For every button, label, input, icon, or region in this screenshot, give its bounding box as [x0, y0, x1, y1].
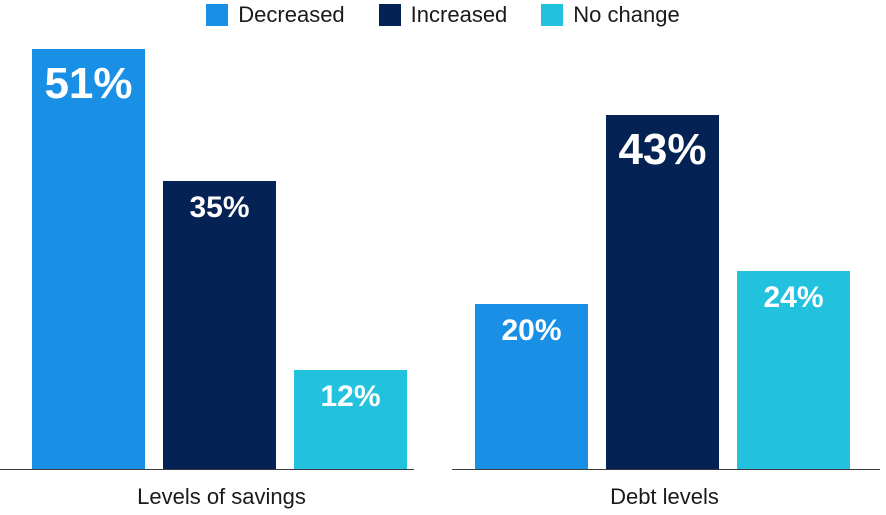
bar-decreased: 51%	[32, 49, 145, 469]
legend-item-decreased: Decreased	[206, 2, 344, 28]
bar-group: 51% 35% 12%	[32, 49, 407, 469]
legend-swatch	[379, 4, 401, 26]
chart-area: 51% 35% 12% 20% 43% 24%	[0, 50, 886, 470]
bar-group: 20% 43% 24%	[475, 115, 850, 469]
legend-label: Increased	[411, 2, 508, 28]
bar-decreased: 20%	[475, 304, 588, 469]
legend-item-increased: Increased	[379, 2, 508, 28]
chart-panel: 20% 43% 24%	[443, 50, 886, 470]
legend-swatch	[206, 4, 228, 26]
bar-value-label: 12%	[294, 380, 407, 414]
category-label: Debt levels	[443, 484, 886, 510]
legend-label: No change	[573, 2, 679, 28]
category-labels: Levels of savingsDebt levels	[0, 484, 886, 510]
bar-increased: 43%	[606, 115, 719, 469]
bar-value-label: 24%	[737, 281, 850, 315]
bar-no-change: 24%	[737, 271, 850, 469]
legend: Decreased Increased No change	[0, 2, 886, 28]
chart-panel: 51% 35% 12%	[0, 50, 443, 470]
bar-value-label: 35%	[163, 191, 276, 225]
bar-value-label: 20%	[475, 314, 588, 348]
legend-swatch	[541, 4, 563, 26]
legend-item-nochange: No change	[541, 2, 679, 28]
bar-value-label: 51%	[32, 59, 145, 109]
category-label: Levels of savings	[0, 484, 443, 510]
axis-baseline	[452, 469, 880, 470]
legend-label: Decreased	[238, 2, 344, 28]
bar-no-change: 12%	[294, 370, 407, 469]
bar-value-label: 43%	[606, 125, 719, 175]
bar-increased: 35%	[163, 181, 276, 469]
axis-baseline	[0, 469, 414, 470]
